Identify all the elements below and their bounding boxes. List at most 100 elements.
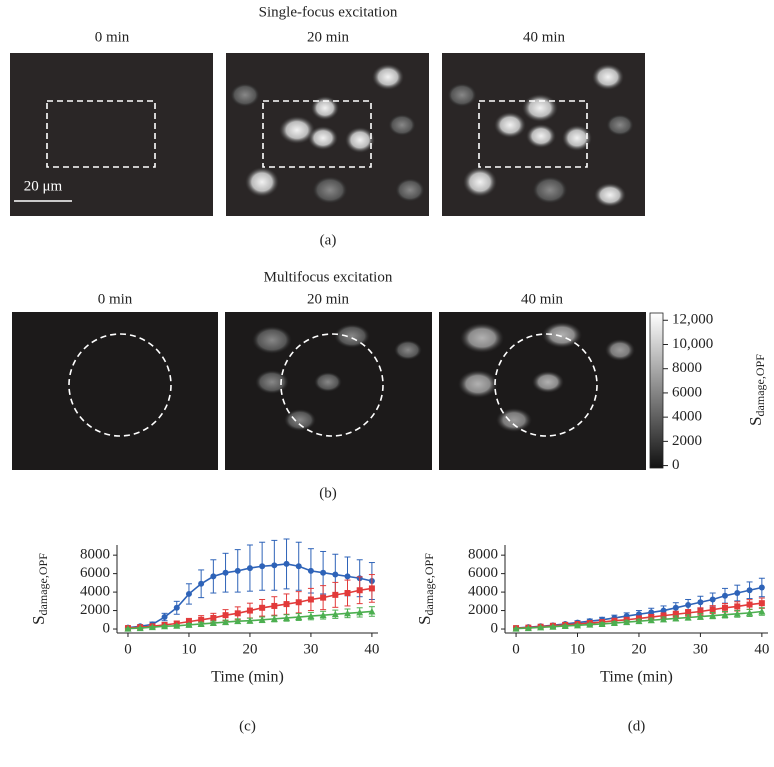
marker (344, 573, 351, 580)
marker (222, 569, 229, 576)
marker (709, 612, 717, 619)
marker (246, 565, 253, 572)
marker (210, 614, 217, 621)
marker (307, 612, 315, 620)
micrograph: 20 μm (10, 53, 213, 216)
y-tick-label: 4000 (80, 584, 110, 600)
marker (331, 610, 339, 618)
micrograph (439, 312, 646, 470)
marker (295, 563, 302, 570)
marker (610, 619, 618, 627)
marker (198, 580, 205, 587)
axis-label-main: S (415, 615, 434, 624)
marker (307, 596, 314, 603)
x-tick-label: 0 (512, 641, 520, 657)
micrograph (226, 53, 429, 216)
time-label: 20 min (307, 291, 350, 307)
marker (185, 590, 192, 597)
marker (709, 606, 716, 613)
marker (648, 609, 655, 616)
marker (222, 618, 230, 626)
marker (332, 591, 339, 598)
marker (672, 614, 680, 622)
axis-label-main: S (746, 416, 765, 425)
marker (234, 617, 242, 625)
colorbar-tick-label: 8000 (672, 360, 702, 376)
micrograph (442, 53, 645, 216)
axis-label: Sdamage,OPF (29, 553, 50, 625)
marker (598, 620, 606, 627)
marker (758, 600, 765, 607)
marker (758, 607, 766, 615)
colorbar (649, 312, 664, 469)
marker (368, 607, 376, 615)
marker (685, 602, 692, 609)
marker (734, 603, 741, 610)
marker (697, 599, 704, 606)
marker (746, 609, 754, 616)
marker (512, 625, 520, 632)
marker (332, 571, 339, 578)
axis-label-main: S (29, 615, 48, 624)
panel-title: Single-focus excitation (259, 4, 398, 20)
y-tick-label: 8000 (80, 547, 110, 563)
x-tick-label: 20 (242, 641, 257, 657)
marker (709, 596, 716, 603)
marker (672, 604, 679, 611)
time-label: 40 min (521, 291, 564, 307)
x-tick-label: 20 (631, 641, 646, 657)
marker (368, 585, 375, 592)
marker (185, 621, 193, 628)
marker (210, 573, 217, 580)
marker (209, 619, 217, 627)
marker (660, 612, 667, 619)
axis-label-sub: damage,OPF (422, 553, 436, 616)
axis-label: Sdamage,OPF (746, 354, 767, 426)
marker (734, 590, 741, 597)
marker (173, 622, 181, 629)
marker (161, 622, 169, 630)
marker (721, 604, 728, 611)
marker (758, 584, 765, 591)
colorbar-tick-label: 12,000 (672, 312, 713, 328)
marker (623, 618, 631, 626)
marker (721, 592, 728, 599)
marker (697, 608, 704, 615)
y-tick-label: 2000 (468, 602, 498, 618)
marker (259, 604, 266, 611)
marker (283, 560, 290, 567)
marker (197, 620, 205, 627)
marker (660, 615, 668, 623)
marker (733, 610, 741, 617)
colorbar-tick-label: 6000 (672, 384, 702, 400)
time-label: 40 min (523, 29, 566, 45)
x-tick-label: 0 (124, 641, 132, 657)
marker (198, 616, 205, 623)
x-axis-label: Time (min) (211, 669, 284, 686)
marker (136, 624, 144, 632)
marker (574, 621, 582, 629)
x-tick-label: 30 (693, 641, 708, 657)
panel-title: Multifocus excitation (264, 269, 393, 285)
marker (295, 599, 302, 606)
marker (549, 623, 557, 630)
marker (320, 569, 327, 576)
axis-label-sub: damage,OPF (36, 553, 50, 616)
marker (161, 614, 168, 621)
axis-label: Sdamage,OPF (415, 553, 436, 625)
x-tick-label: 40 (754, 641, 769, 657)
scale-bar-label: 20 μm (24, 178, 63, 194)
x-tick-label: 40 (364, 641, 379, 657)
marker (222, 612, 229, 619)
marker (271, 562, 278, 569)
colorbar-tick-label: 10,000 (672, 336, 713, 352)
marker (746, 587, 753, 594)
marker (524, 624, 532, 632)
time-label: 0 min (98, 291, 133, 307)
y-tick-label: 2000 (80, 602, 110, 618)
colorbar-tick-label: 4000 (672, 409, 702, 425)
x-tick-label: 10 (570, 641, 585, 657)
marker (246, 607, 253, 614)
x-axis-label: Time (min) (600, 669, 673, 686)
